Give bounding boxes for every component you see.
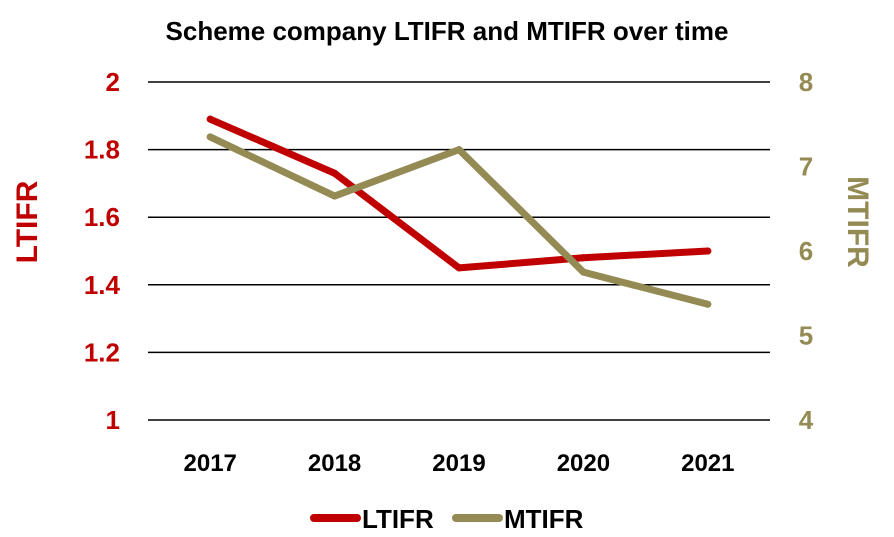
left-tick-label: 1: [106, 405, 120, 435]
data-point-mtifr: [206, 133, 214, 141]
x-axis-ticks: 2017 2018 2019 2020 2021: [184, 450, 735, 477]
chart-title: Scheme company LTIFR and MTIFR over time: [166, 16, 729, 46]
data-point-ltifr: [331, 169, 339, 177]
x-tick-label: 2017: [184, 450, 237, 477]
data-point-ltifr: [704, 247, 712, 255]
series-line-mtifr: [206, 133, 712, 308]
legend: LTIFR MTIFR: [310, 504, 584, 534]
legend-label-mtifr: MTIFR: [504, 504, 584, 532]
left-tick-label: 1.6: [84, 202, 120, 232]
data-point-mtifr: [455, 146, 463, 154]
data-point-mtifr: [704, 300, 712, 308]
series-line-ltifr: [206, 115, 712, 272]
left-axis-ticks: 1 1.2 1.4 1.6 1.8 2: [84, 67, 121, 435]
data-point-ltifr: [579, 254, 587, 262]
right-axis-ticks: 4 5 6 7 8: [799, 67, 814, 435]
right-tick-label: 7: [799, 152, 813, 182]
right-tick-label: 6: [799, 236, 813, 266]
right-axis-label: MTIFR: [841, 176, 874, 268]
x-tick-label: 2018: [308, 450, 361, 477]
legend-label-ltifr: LTIFR: [362, 504, 434, 532]
data-point-ltifr: [455, 264, 463, 272]
right-tick-label: 4: [799, 405, 814, 435]
series-lines: [206, 115, 712, 308]
right-tick-label: 5: [799, 321, 813, 351]
x-tick-label: 2021: [681, 450, 734, 477]
x-tick-label: 2019: [432, 450, 485, 477]
x-tick-label: 2020: [557, 450, 610, 477]
right-tick-label: 8: [799, 67, 813, 97]
left-tick-label: 1.2: [84, 337, 120, 367]
left-axis-label: LTIFR: [11, 180, 44, 263]
data-point-mtifr: [579, 268, 587, 276]
left-tick-label: 1.4: [84, 270, 121, 300]
left-tick-label: 2: [106, 67, 120, 97]
data-point-mtifr: [331, 192, 339, 200]
data-point-ltifr: [206, 115, 214, 123]
left-tick-label: 1.8: [84, 135, 120, 165]
